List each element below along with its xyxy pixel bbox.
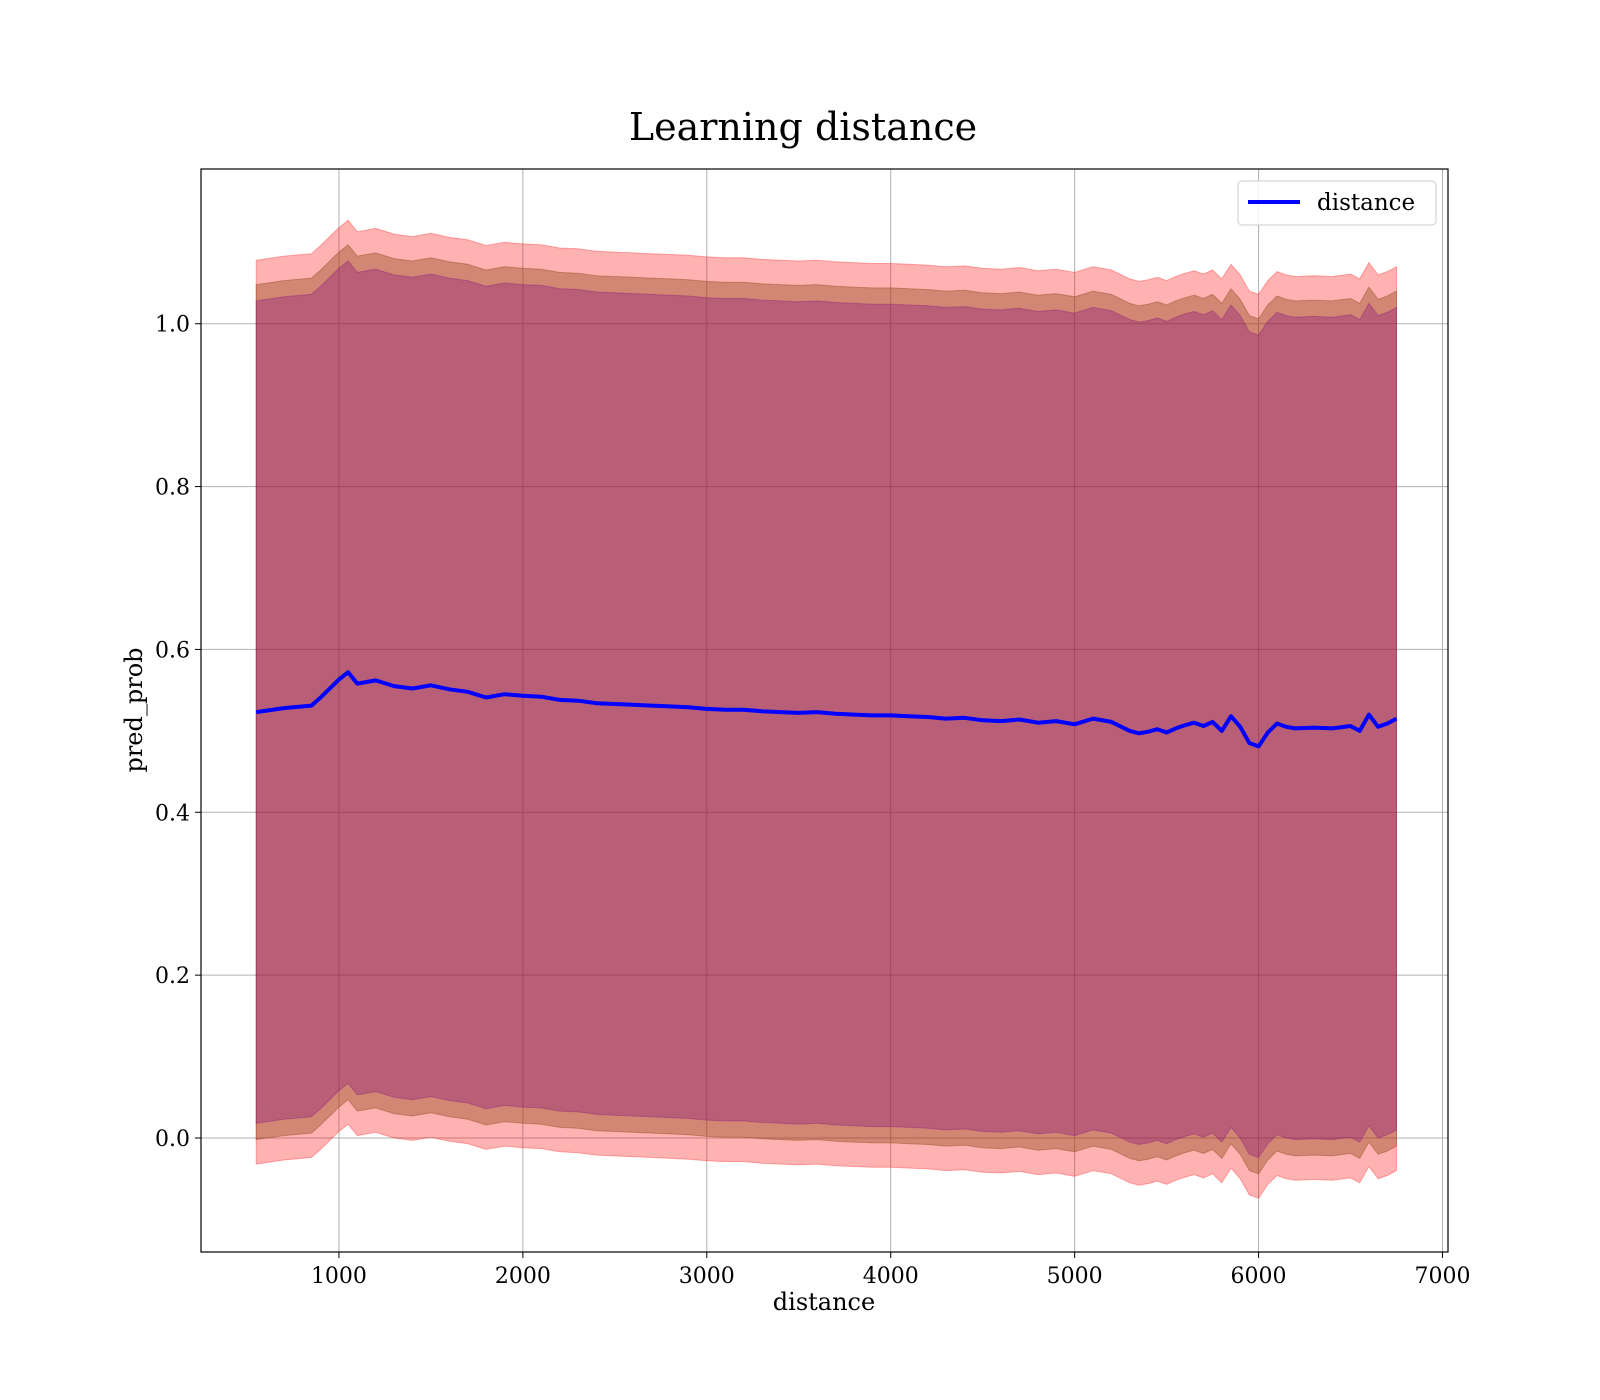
y-tick-label: 0.4 bbox=[155, 801, 190, 826]
x-tick-label: 6000 bbox=[1231, 1264, 1287, 1289]
x-tick-label: 3000 bbox=[679, 1264, 735, 1289]
x-tick-label: 7000 bbox=[1414, 1264, 1470, 1289]
x-tick-label: 4000 bbox=[863, 1264, 919, 1289]
band-2 bbox=[255, 260, 1397, 1159]
chart-title: Learning distance bbox=[629, 105, 977, 149]
x-axis-ticks: 1000 2000 3000 4000 5000 6000 7000 bbox=[311, 1252, 1470, 1289]
grid-lines bbox=[201, 169, 1448, 1252]
y-tick-label: 0.6 bbox=[155, 638, 190, 663]
legend: distance bbox=[1237, 180, 1437, 226]
series-line-0 bbox=[255, 670, 1398, 749]
confidence-bands bbox=[255, 219, 1397, 1199]
y-tick-label: 0.2 bbox=[155, 964, 190, 989]
band-0 bbox=[255, 219, 1397, 1199]
y-axis-label: pred_prob bbox=[120, 647, 148, 772]
y-tick-label: 1.0 bbox=[155, 313, 190, 338]
x-tick-label: 1000 bbox=[311, 1264, 367, 1289]
band-1 bbox=[255, 243, 1397, 1175]
plot-frame bbox=[200, 168, 1449, 1253]
x-tick-label: 5000 bbox=[1047, 1264, 1103, 1289]
x-axis-label: distance bbox=[773, 1288, 875, 1316]
y-tick-label: 0.0 bbox=[155, 1127, 190, 1152]
legend-box bbox=[1237, 180, 1437, 226]
y-tick-label: 0.8 bbox=[155, 476, 190, 501]
x-tick-label: 2000 bbox=[495, 1264, 551, 1289]
legend-label-distance: distance bbox=[1317, 190, 1415, 216]
series-lines bbox=[255, 670, 1398, 749]
y-axis-ticks: 0.0 0.2 0.4 0.6 0.8 1.0 bbox=[155, 313, 201, 1152]
